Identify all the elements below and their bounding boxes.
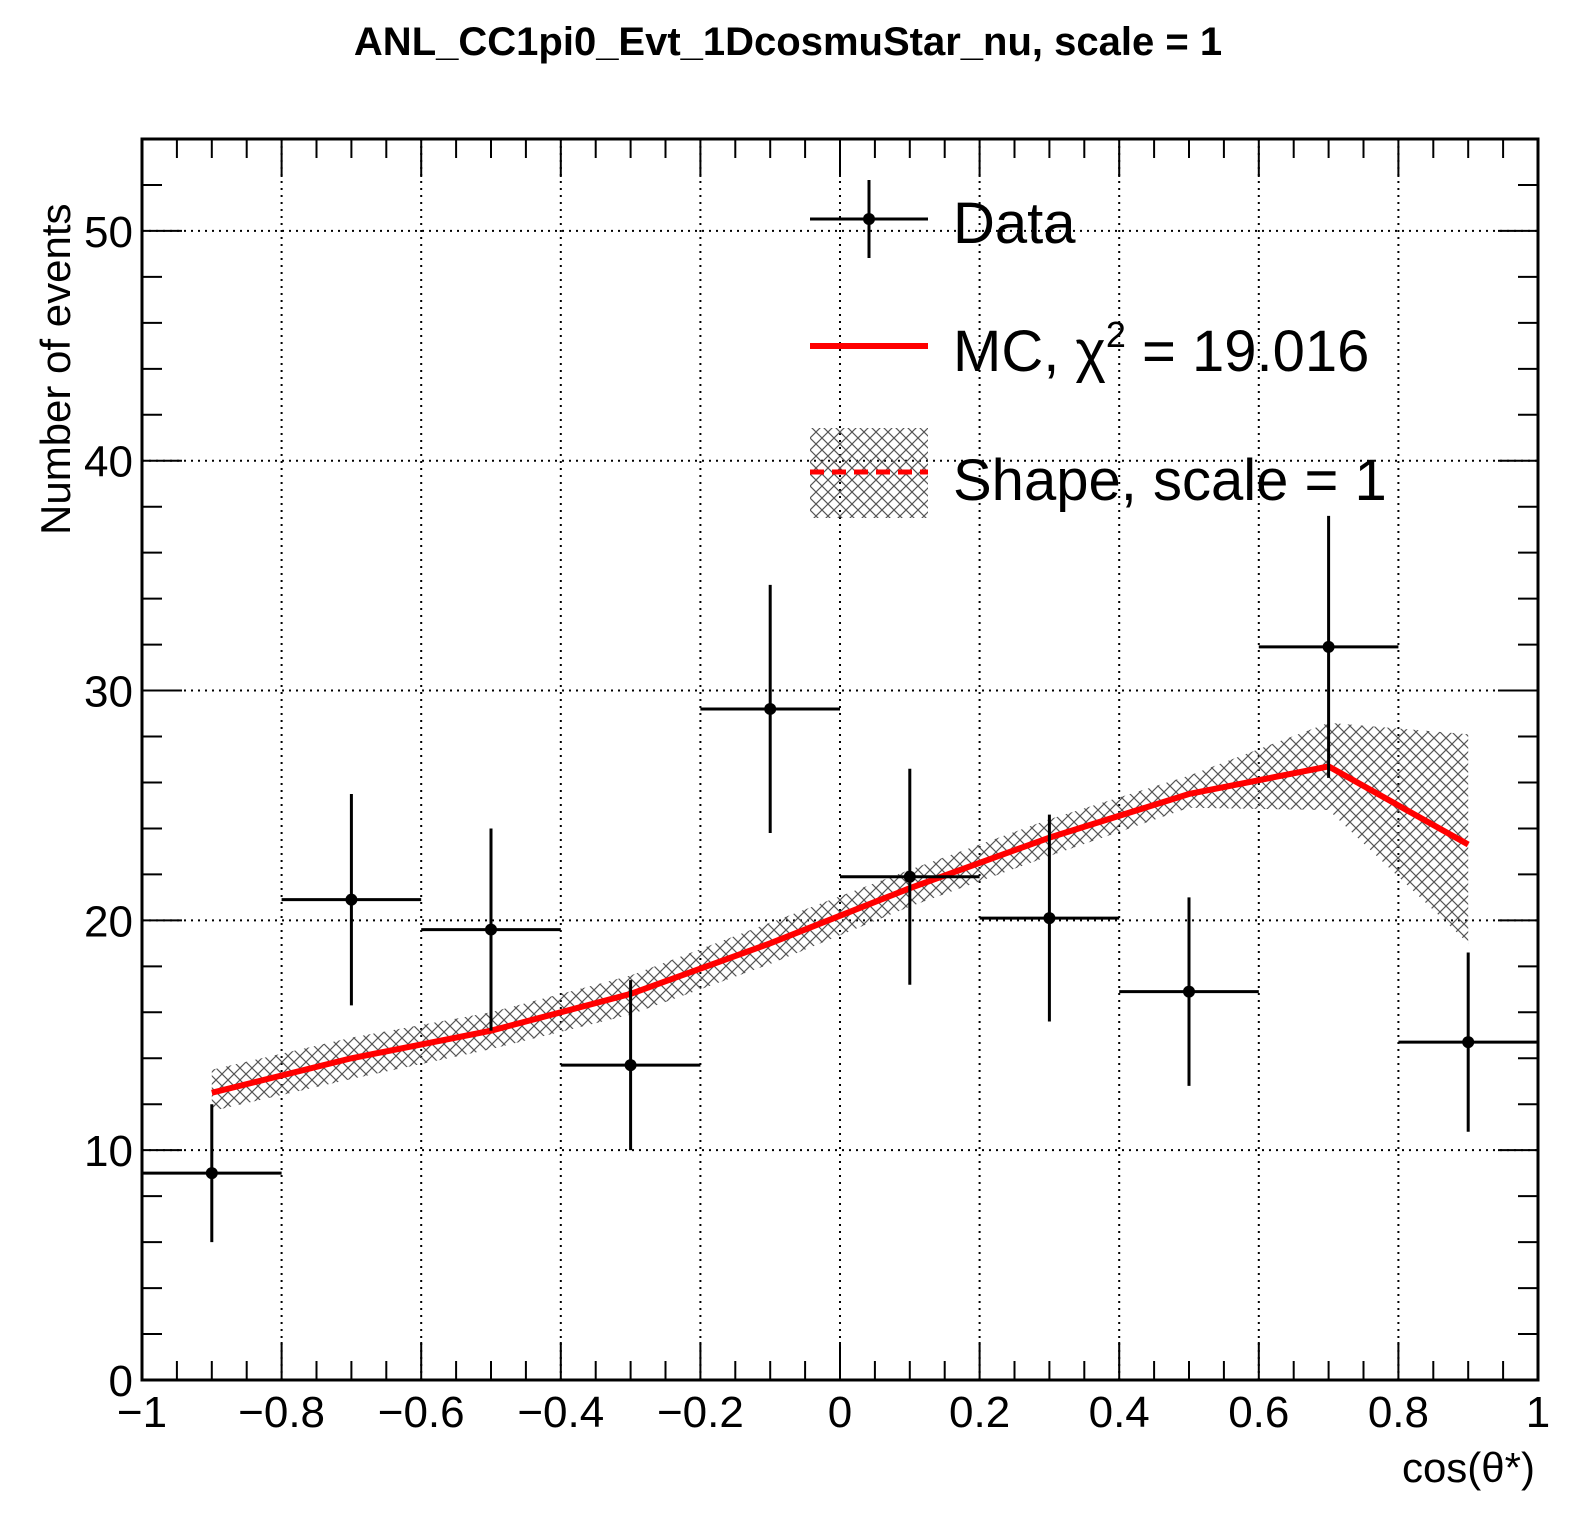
- x-tick-label: −0.4: [517, 1388, 604, 1437]
- y-tick-label: 20: [84, 897, 133, 946]
- legend-data-label: Data: [953, 191, 1076, 256]
- data-point: [1043, 912, 1056, 925]
- legend-shape-label: Shape, scale = 1: [953, 448, 1387, 513]
- data-point: [485, 923, 497, 936]
- data-point: [624, 1059, 637, 1072]
- x-tick-label: −0.2: [657, 1388, 744, 1437]
- data-point: [1322, 640, 1335, 653]
- legend-mc-prefix: MC, χ: [953, 319, 1106, 384]
- y-tick-label: 30: [84, 668, 133, 717]
- mc-line: [211, 763, 1470, 1096]
- legend: Data MC, χ2 = 19.016 Shape, scale = 1: [810, 180, 1387, 518]
- x-tick-label: 1: [1526, 1388, 1550, 1437]
- x-tick-label: 0.2: [949, 1388, 1010, 1437]
- x-axis-label: cos(θ*): [1402, 1444, 1535, 1491]
- chart-title: ANL_CC1pi0_Evt_1DcosmuStar_nu, scale = 1: [354, 20, 1222, 64]
- legend-mc-sup: 2: [1106, 314, 1126, 355]
- x-tick-label: −1: [117, 1388, 167, 1437]
- data-point: [903, 870, 916, 883]
- data-point: [205, 1167, 218, 1180]
- data-point: [1462, 1036, 1475, 1049]
- x-tick-label: 0.8: [1368, 1388, 1429, 1437]
- data-layer: [142, 515, 1538, 1243]
- x-tick-label: 0: [828, 1388, 852, 1437]
- y-tick-label: 0: [109, 1357, 133, 1406]
- x-tick-label: 0.4: [1089, 1388, 1150, 1437]
- x-tick-label: 0.6: [1228, 1388, 1289, 1437]
- x-tick-label: −0.8: [238, 1388, 325, 1437]
- data-point: [345, 893, 358, 906]
- y-axis-label: Number of events: [32, 204, 79, 536]
- legend-data-marker: [810, 180, 928, 258]
- y-tick-label: 50: [84, 208, 133, 257]
- mc-layer: [211, 763, 1470, 1096]
- data-point: [764, 702, 777, 715]
- data-point: [1183, 985, 1195, 998]
- x-tick-label: −0.6: [378, 1388, 465, 1437]
- legend-mc-label: MC, χ2 = 19.016: [953, 314, 1369, 384]
- y-tick-labels: 0 10 20 30 40 50: [84, 208, 133, 1406]
- tick-marks: [141, 138, 1539, 1381]
- x-tick-labels: −1 −0.8 −0.6 −0.4 −0.2 0 0.2 0.4 0.6 0.8 1: [117, 1388, 1550, 1437]
- grid-lines: [142, 139, 1538, 1380]
- y-tick-label: 10: [84, 1127, 133, 1176]
- y-tick-label: 40: [84, 438, 133, 487]
- legend-mc-suffix: = 19.016: [1126, 319, 1370, 384]
